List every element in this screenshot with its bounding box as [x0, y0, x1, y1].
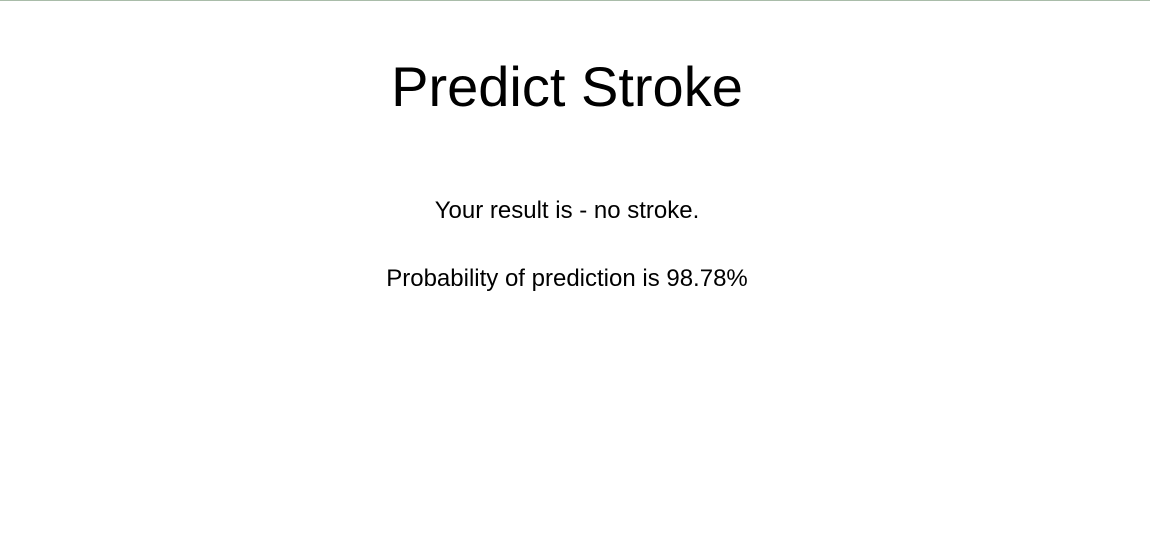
prediction-result-text: Your result is - no stroke. [434, 197, 700, 224]
top-border-line [0, 0, 1150, 1]
page-title: Predict Stroke [391, 55, 743, 118]
prediction-probability-text: Probability of prediction is 98.78% [386, 265, 748, 292]
